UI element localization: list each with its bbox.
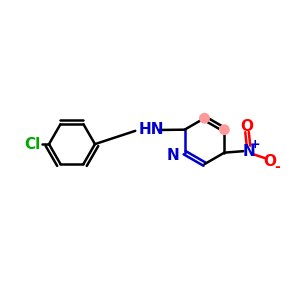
Text: O: O bbox=[263, 154, 276, 169]
Text: Cl: Cl bbox=[24, 136, 40, 152]
Circle shape bbox=[220, 125, 229, 134]
Text: -: - bbox=[274, 160, 280, 174]
Text: N: N bbox=[242, 144, 255, 159]
Text: +: + bbox=[250, 138, 261, 151]
Circle shape bbox=[200, 113, 209, 123]
Text: O: O bbox=[241, 119, 254, 134]
Text: N: N bbox=[167, 148, 179, 163]
Text: HN: HN bbox=[139, 122, 164, 137]
